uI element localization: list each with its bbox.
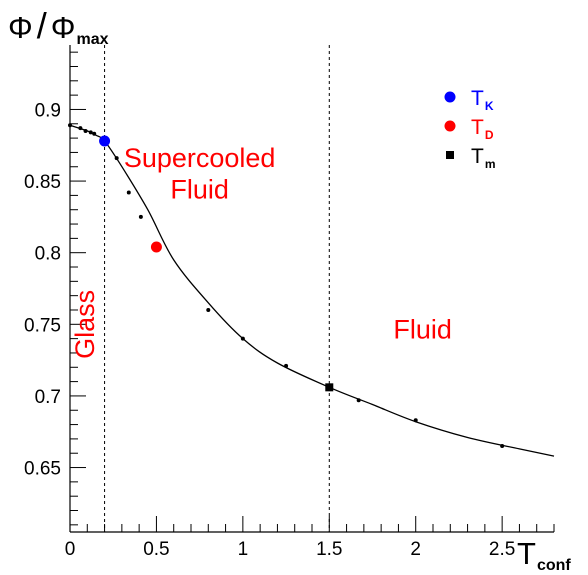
legend-label-subscript: m <box>485 157 496 171</box>
marker-tk <box>99 135 111 147</box>
legend-label: TK <box>471 87 494 113</box>
legend-symbol <box>444 120 456 132</box>
legend-label-main: T <box>471 116 484 139</box>
legend-label-subscript: K <box>485 99 494 113</box>
x-axis-title: Tconf <box>517 536 571 574</box>
x-tick-label: 1 <box>238 539 249 560</box>
data-point <box>500 444 505 449</box>
y-axis-title: Φ / Φmax <box>8 5 109 48</box>
x-tick-label: 2 <box>410 539 421 560</box>
x-tick-label: 1.5 <box>316 539 342 560</box>
legend-symbol <box>444 91 456 103</box>
y-tick-label: 0.65 <box>24 459 61 480</box>
data-point <box>78 126 83 131</box>
data-point <box>83 128 88 133</box>
tick-labels: 0 0.5 1 1.5 2 2.5 0.65 0.7 0.75 0.8 0.85 0.9 <box>24 100 515 560</box>
annotation-fluid: Fluid <box>393 315 452 345</box>
data-point <box>240 336 245 341</box>
x-axis-title-main: T <box>517 536 536 571</box>
data-point <box>114 156 119 161</box>
x-tick-label: 0 <box>65 539 76 560</box>
y-axis-title-numerator: Φ <box>8 10 33 45</box>
annotation-supercooled-fluid: Fluid <box>170 174 229 204</box>
y-tick-label: 0.85 <box>24 172 61 193</box>
annotation-supercooled: Supercooled <box>124 143 276 173</box>
legend-symbol <box>446 151 454 159</box>
x-tick-label: 0.5 <box>143 539 169 560</box>
y-axis-title-subscript: max <box>76 31 108 48</box>
phi-curve <box>69 124 555 457</box>
data-point <box>92 131 97 136</box>
legend-label: TD <box>471 116 494 142</box>
marker-tm <box>325 383 334 392</box>
data-point <box>88 130 93 135</box>
legend-label: Tm <box>471 145 496 171</box>
annotation-glass: Glass <box>70 290 100 359</box>
y-tick-label: 0.75 <box>24 315 61 336</box>
data-points <box>68 123 505 449</box>
data-point <box>413 418 418 423</box>
y-tick-label: 0.7 <box>35 387 61 408</box>
data-point <box>138 214 143 219</box>
region-boundaries <box>104 45 330 532</box>
data-point <box>206 307 211 312</box>
data-point <box>284 363 289 368</box>
legend-label-main: T <box>471 87 484 110</box>
highlight-markers <box>99 135 334 392</box>
y-tick-label: 0.8 <box>35 244 61 265</box>
x-axis-title-subscript: conf <box>537 557 571 574</box>
data-point <box>126 190 131 195</box>
legend-label-main: T <box>471 145 484 168</box>
marker-td <box>150 241 162 253</box>
y-axis-title-denominator: Φ <box>51 10 76 45</box>
y-tick-label: 0.9 <box>35 100 61 121</box>
y-axis-title-slash: / <box>37 5 47 46</box>
legend-label-subscript: D <box>485 128 494 142</box>
x-tick-label: 2.5 <box>489 539 515 560</box>
data-point <box>68 123 72 128</box>
data-point <box>356 398 361 403</box>
curve-layer <box>69 124 555 457</box>
